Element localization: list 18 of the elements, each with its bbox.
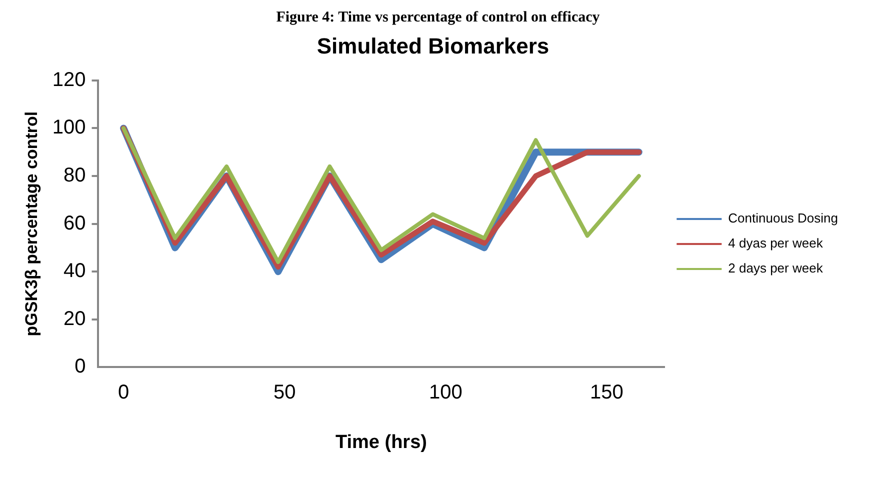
y-tick-label: 100 — [52, 116, 86, 139]
y-axis-title: pGSK3β percentage control — [22, 111, 41, 336]
y-tick-label: 40 — [64, 260, 86, 282]
caption: Figure 4: Time vs percentage of control on efficacy — [276, 9, 600, 26]
x-tick-label: 50 — [273, 382, 296, 404]
y-tick-label: 120 — [52, 68, 86, 91]
y-tick-label: 20 — [64, 308, 86, 330]
y-tick-label: 80 — [64, 164, 86, 187]
y-tick-label: 0 — [74, 356, 86, 378]
legend-label: 4 dyas per week — [728, 236, 824, 251]
legend-label: 2 days per week — [728, 260, 824, 276]
legend-label: Continuous Dosing — [728, 210, 838, 226]
x-tick-label: 100 — [428, 382, 462, 404]
chart-title: Simulated Biomarkers — [316, 33, 550, 58]
y-tick-label: 60 — [64, 212, 86, 234]
x-tick-label: 150 — [590, 382, 624, 404]
x-tick-label: 0 — [118, 382, 130, 404]
x-axis-title: Time (hrs) — [335, 432, 427, 453]
